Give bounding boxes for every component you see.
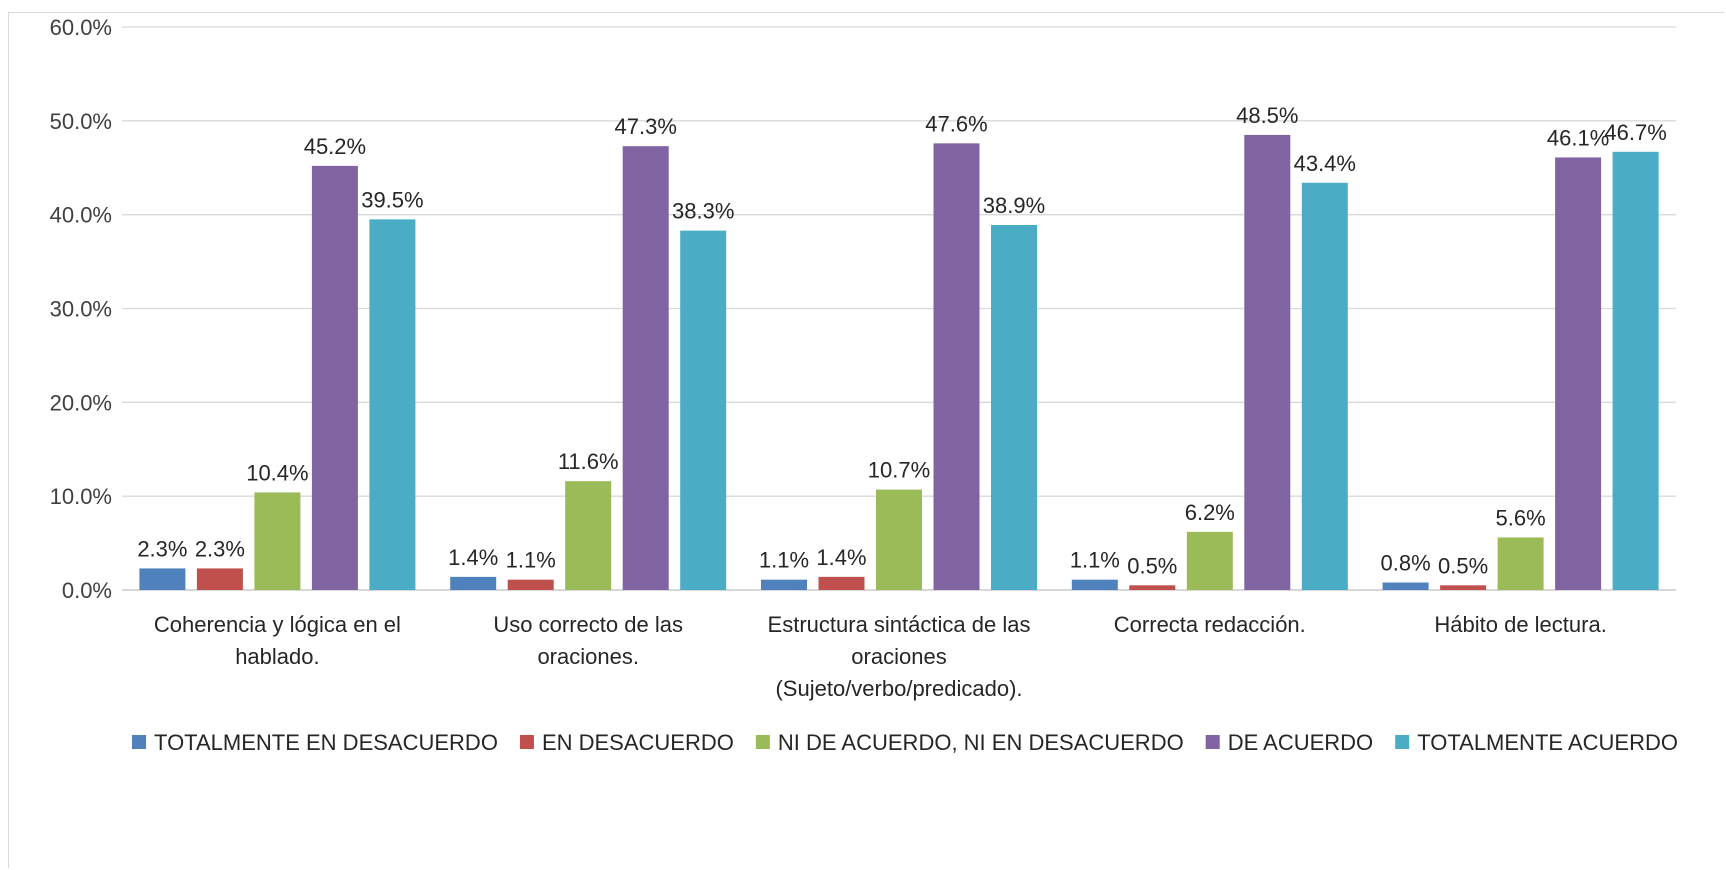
bar xyxy=(507,579,554,590)
data-label: 10.4% xyxy=(246,460,308,485)
data-label: 46.7% xyxy=(1604,120,1666,145)
bar xyxy=(818,576,865,590)
legend-label: DE ACUERDO xyxy=(1228,730,1373,755)
data-labels: 2.3% 2.3% 10.4% 45.2% 39.5% 1.4% 1.1% 11.6% 47.3… xyxy=(137,103,1666,578)
data-label: 11.6% xyxy=(558,449,619,474)
bar xyxy=(761,579,807,590)
bar xyxy=(991,224,1037,590)
bar xyxy=(1071,579,1118,590)
data-label: 0.5% xyxy=(1127,553,1177,578)
y-tick-label: 10.0% xyxy=(50,484,112,509)
legend-label: TOTALMENTE EN DESACUERDO xyxy=(154,730,498,755)
bar xyxy=(680,230,727,590)
legend-item: TOTALMENTE ACUERDO xyxy=(1395,730,1678,755)
bar xyxy=(1555,157,1602,590)
bar xyxy=(1612,151,1659,590)
x-tick-label: Coherencia y lógica en el xyxy=(154,612,401,637)
x-tick-label: (Sujeto/verbo/predicado). xyxy=(775,676,1022,701)
legend-swatch xyxy=(1205,735,1220,749)
legend-item: EN DESACUERDO xyxy=(519,730,734,755)
legend-swatch xyxy=(1395,735,1410,749)
data-label: 1.1% xyxy=(759,548,809,573)
data-label: 38.3% xyxy=(672,199,734,224)
legend-swatch xyxy=(519,735,534,749)
x-tick-label: Uso correcto de las xyxy=(493,612,683,637)
data-label: 2.3% xyxy=(195,536,245,561)
bar xyxy=(876,489,922,590)
legend-label: NI DE ACUERDO, NI EN DESACUERDO xyxy=(778,730,1184,755)
axis-labels: 0.0% 10.0% 20.0% 30.0% 40.0% 50.0% 60.0% Cohere… xyxy=(50,15,1607,701)
legend-item: TOTALMENTE EN DESACUERDO xyxy=(132,730,498,755)
x-tick-label: oraciones. xyxy=(537,644,639,669)
bar xyxy=(1301,182,1348,590)
data-label: 0.5% xyxy=(1438,553,1488,578)
legend-swatch xyxy=(132,735,147,749)
x-tick-label: oraciones xyxy=(851,644,946,669)
data-label: 6.2% xyxy=(1185,500,1235,525)
bar xyxy=(1497,537,1544,590)
legend: TOTALMENTE EN DESACUERDO EN DESACUERDO NI … xyxy=(132,730,1678,755)
bar xyxy=(1382,582,1429,590)
bar xyxy=(196,568,243,590)
legend-swatch xyxy=(755,735,770,749)
y-tick-label: 30.0% xyxy=(50,297,112,322)
data-label: 47.6% xyxy=(925,111,987,136)
bar xyxy=(369,219,416,590)
bars xyxy=(139,134,1659,591)
y-tick-label: 40.0% xyxy=(50,203,112,228)
data-label: 47.3% xyxy=(615,114,677,139)
x-tick-label: Hábito de lectura. xyxy=(1434,612,1606,637)
x-tick-label: Estructura sintáctica de las xyxy=(768,612,1031,637)
bar xyxy=(1244,134,1291,591)
legend-item: DE ACUERDO xyxy=(1205,730,1373,755)
y-tick-label: 60.0% xyxy=(50,15,112,40)
data-label: 39.5% xyxy=(361,187,423,212)
data-label: 43.4% xyxy=(1294,151,1356,176)
data-label: 1.4% xyxy=(448,545,498,570)
bar xyxy=(622,146,669,590)
data-label: 38.9% xyxy=(983,193,1045,218)
legend-label: EN DESACUERDO xyxy=(542,730,734,755)
legend-item: NI DE ACUERDO, NI EN DESACUERDO xyxy=(755,730,1184,755)
legend-label: TOTALMENTE ACUERDO xyxy=(1417,730,1678,755)
bar xyxy=(139,568,186,590)
y-tick-label: 0.0% xyxy=(62,578,112,603)
data-label: 45.2% xyxy=(304,134,366,159)
bar xyxy=(311,165,358,590)
bar xyxy=(565,481,612,590)
data-label: 1.1% xyxy=(506,548,556,573)
y-tick-label: 50.0% xyxy=(50,109,112,134)
bar xyxy=(1186,531,1233,590)
data-label: 1.1% xyxy=(1070,548,1120,573)
bar xyxy=(933,143,980,590)
bar xyxy=(1129,585,1176,590)
bar xyxy=(1440,585,1487,590)
data-label: 0.8% xyxy=(1381,550,1431,575)
data-label: 10.7% xyxy=(868,458,930,483)
bar xyxy=(450,576,497,590)
data-label: 5.6% xyxy=(1496,505,1546,530)
data-label: 48.5% xyxy=(1236,103,1298,128)
data-label: 1.4% xyxy=(816,545,866,570)
x-tick-label: Correcta redacción. xyxy=(1114,612,1306,637)
y-tick-label: 20.0% xyxy=(50,390,112,415)
bar xyxy=(254,492,301,590)
data-label: 2.3% xyxy=(137,536,187,561)
x-tick-label: hablado. xyxy=(235,644,319,669)
data-label: 46.1% xyxy=(1547,125,1609,150)
chart-frame xyxy=(8,12,1724,868)
